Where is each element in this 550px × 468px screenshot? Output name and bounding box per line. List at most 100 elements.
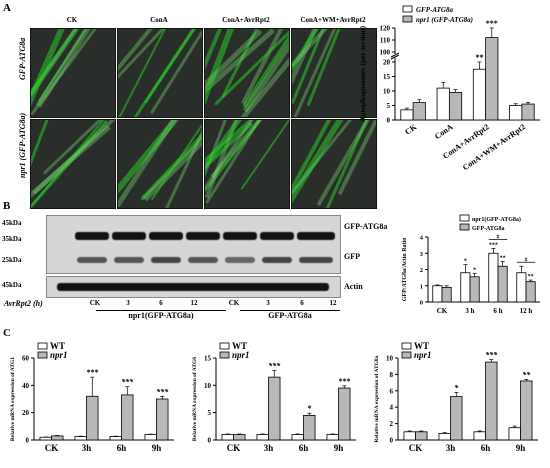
legend-swatch (459, 214, 470, 222)
bar (303, 415, 316, 441)
x-tick-label: 12 h (520, 307, 533, 315)
bar (86, 395, 99, 441)
legend-swatch (37, 342, 48, 350)
y-axis-title: Relative mRNA expression of ATG8a (374, 355, 380, 442)
y-tick-label: 60 (22, 355, 30, 363)
x-tick-label: CK (45, 443, 59, 453)
panel-letter-b: B (3, 200, 11, 212)
micrograph-2-2 (117, 119, 203, 209)
significance-mark: *** (486, 19, 498, 28)
y-tick-label: 10 (386, 355, 394, 363)
y-tick-label: 2 (420, 267, 423, 274)
y-tick-label: 100 (380, 49, 391, 57)
legend-entry: GFP-ATG8a (416, 6, 453, 14)
significance-mark: * (464, 259, 467, 265)
kda-45-top: 45kDa (2, 219, 22, 227)
y-tick-label: 0 (208, 437, 212, 445)
bar (469, 276, 480, 303)
lane-label-6: 3 (266, 299, 270, 307)
legend-swatch (37, 351, 48, 359)
significance-mark: *** (86, 368, 99, 377)
bar (473, 431, 486, 441)
legend-swatch (402, 15, 413, 23)
micrograph-1-3 (204, 28, 290, 118)
lane-label-4: 12 (190, 299, 198, 307)
axis-break (390, 54, 400, 60)
column-label-1: CK (66, 16, 78, 24)
significance-mark: *** (338, 377, 351, 386)
bar (268, 376, 281, 441)
significance-mark: ** (500, 255, 506, 261)
column-label-3: ConA+AvrRpt2 (222, 16, 270, 24)
western-blot-upper (46, 215, 341, 274)
x-tick-label: 6h (299, 443, 309, 453)
bar (441, 286, 452, 303)
micrograph-2-1 (30, 119, 116, 209)
significance-mark: *** (485, 351, 498, 360)
legend-entry: npr1(GFP-ATG8a) (472, 216, 521, 223)
legend-swatch (402, 5, 413, 13)
x-tick-label: 6h (117, 443, 127, 453)
bar (520, 380, 533, 441)
legend-swatch (219, 342, 230, 350)
y-tick-label: 0 (420, 300, 423, 307)
x-tick-label: 3h (82, 443, 92, 453)
bar (412, 102, 426, 121)
y-tick-label: 10 (204, 382, 212, 390)
ratio-chart: 0 1 2 3 4 CK 3 h 6 h 12 h GFP/ATG8a/Actin Ratio np… (402, 214, 540, 315)
row-label-2: npr1 (GFP-ATG8a) (18, 112, 27, 178)
bar (144, 434, 157, 441)
significance-mark: ** (522, 370, 531, 379)
bar (509, 105, 523, 121)
legend-entry: WT (232, 341, 247, 351)
x-tick-label: CK (409, 443, 423, 453)
y-tick-label: 3 (420, 251, 424, 258)
x-tick-label: ConA+WM+AvrRpt2 (461, 122, 527, 172)
y-tick-label: 0 (26, 437, 30, 445)
micrograph-1-1 (30, 28, 116, 118)
x-tick-label: 6 h (493, 307, 502, 315)
significance-mark: * (307, 404, 312, 413)
y-tick-label: 20 (22, 409, 30, 417)
bar (508, 427, 521, 441)
y-axis-title: Relative mRNA expression of ATG1 (10, 357, 16, 441)
x-tick-label: CK (227, 443, 241, 453)
bar (291, 434, 304, 441)
lane-label-2: 3 (126, 299, 130, 307)
bar (472, 68, 487, 121)
group-line-1 (96, 310, 226, 311)
blot-x-title: AvrRpt2 (h) (4, 299, 43, 308)
legend-entry: WT (414, 341, 429, 351)
x-tick-label: 6h (481, 443, 491, 453)
bar (109, 436, 122, 441)
bar (51, 435, 64, 441)
western-blot-actin (46, 276, 341, 298)
y-tick-label: 0 (387, 117, 391, 125)
lane-label-1: CK (89, 299, 101, 307)
x-tick-label: 3h (446, 443, 456, 453)
bar (39, 436, 52, 441)
bar (497, 265, 508, 303)
x-tick-label: 9h (152, 443, 162, 453)
bar (221, 434, 234, 441)
atg6-chart: 0 5 10 15 CK 3h 6h 9h Relative mRNA expression o… (192, 341, 356, 453)
bar (436, 87, 450, 121)
bar (338, 387, 351, 441)
bar (450, 396, 463, 441)
panel-letter-c: C (3, 327, 11, 339)
legend-entry: npr1 (GFP-ATG8a) (416, 16, 473, 24)
kda-25: 25kDa (2, 256, 22, 264)
bar (156, 398, 169, 441)
bar (400, 109, 414, 121)
legend-swatch (401, 342, 412, 350)
bar (516, 272, 527, 303)
bar (488, 252, 499, 303)
significance-mark: *** (121, 378, 134, 387)
group-line-2 (240, 310, 340, 311)
y-tick-label: 110 (380, 37, 391, 45)
bar (233, 434, 246, 441)
legend-entry: WT (50, 341, 65, 351)
legend-swatch (459, 223, 470, 231)
significance-mark: * (454, 383, 459, 392)
